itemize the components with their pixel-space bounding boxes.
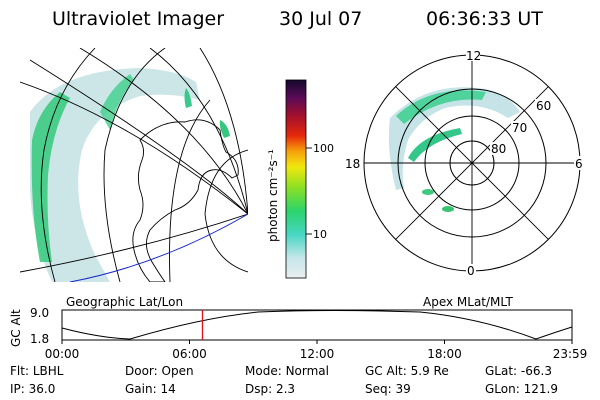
auroral-spot-left-2 xyxy=(219,120,230,138)
mlt-label-12: 12 xyxy=(466,49,481,63)
colorbar: 100 10 photon cm⁻²s⁻¹ xyxy=(266,79,334,279)
auroral-oval-left xyxy=(29,68,200,282)
stat-glon-value: 121.9 xyxy=(523,382,558,396)
auroral-spot-right-2 xyxy=(442,206,454,212)
date-label: 30 Jul 07 xyxy=(279,8,363,30)
stat-gain-value: 14 xyxy=(160,382,176,396)
xtick-0000: 00:00 xyxy=(45,347,80,361)
polar-map: 12 6 0 18 60 70 80 xyxy=(344,49,584,278)
stat-dsp-value: 2.3 xyxy=(275,382,296,396)
instrument-title: Ultraviolet Imager xyxy=(52,8,225,30)
apex-caption: Apex MLat/MLT xyxy=(423,295,513,309)
colorbar-scale xyxy=(285,79,307,279)
xtick-1800: 18:00 xyxy=(427,347,462,361)
auroral-arc-right xyxy=(408,128,462,162)
auroral-spot-left xyxy=(184,88,192,108)
stat-gcalt: GC Alt: 5.9 Re xyxy=(365,364,449,378)
xtick-0600: 06:00 xyxy=(172,347,207,361)
stat-door: Door: Open xyxy=(125,364,194,378)
stat-seq: Seq: 39 xyxy=(365,382,411,396)
stat-glat-value: -66.3 xyxy=(520,364,552,378)
alt-axis-label: GC Alt xyxy=(9,309,23,347)
altitude-curve xyxy=(61,310,573,340)
auroral-emission-left xyxy=(31,92,70,262)
lat-label-80: 80 xyxy=(491,142,506,156)
stat-glat: GLat: -66.3 xyxy=(485,364,552,378)
mlt-label-0: 0 xyxy=(467,264,475,278)
stat-seq-value: 39 xyxy=(395,382,411,396)
colorbar-label: photon cm⁻²s⁻¹ xyxy=(266,149,280,242)
stat-flt: Flt: LBHL xyxy=(10,364,64,378)
stat-gcalt-value: 5.9 Re xyxy=(410,364,449,378)
auroral-emission-right xyxy=(396,90,486,124)
time-label: 06:36:33 UT xyxy=(426,8,543,30)
auroral-emission-left-2 xyxy=(100,74,134,130)
coastline xyxy=(132,119,239,282)
mlt-label-6: 6 xyxy=(575,157,583,171)
stat-ip-value: 36.0 xyxy=(28,382,56,396)
stat-flt-value: LBHL xyxy=(32,364,64,378)
stat-gain: Gain: 14 xyxy=(125,382,176,396)
mlt-label-18: 18 xyxy=(345,157,360,171)
stat-mode-value: Normal xyxy=(285,364,329,378)
terminator-line xyxy=(69,213,248,282)
geographic-caption: Geographic Lat/Lon xyxy=(66,295,184,309)
xtick-2359: 23:59 xyxy=(553,347,588,361)
alt-ymax: 9.0 xyxy=(30,306,49,320)
xtick-1200: 12:00 xyxy=(300,347,335,361)
stat-glon: GLon: 121.9 xyxy=(485,382,558,396)
altitude-strip: GC Alt 9.0 1.8 00:00 06:00 12:00 18:00 2… xyxy=(9,306,587,361)
stat-ip: IP: 36.0 xyxy=(10,382,56,396)
lat-label-70: 70 xyxy=(512,121,527,135)
colorbar-tick-100: 100 xyxy=(313,142,334,155)
stat-dsp: Dsp: 2.3 xyxy=(245,382,296,396)
alt-ymin: 1.8 xyxy=(30,332,49,346)
geographic-map xyxy=(20,48,248,282)
auroral-spot-right xyxy=(422,189,434,195)
stat-mode: Mode: Normal xyxy=(245,364,329,378)
stat-door-value: Open xyxy=(161,364,194,378)
colorbar-tick-10: 10 xyxy=(313,228,327,241)
lat-label-60: 60 xyxy=(536,99,551,113)
